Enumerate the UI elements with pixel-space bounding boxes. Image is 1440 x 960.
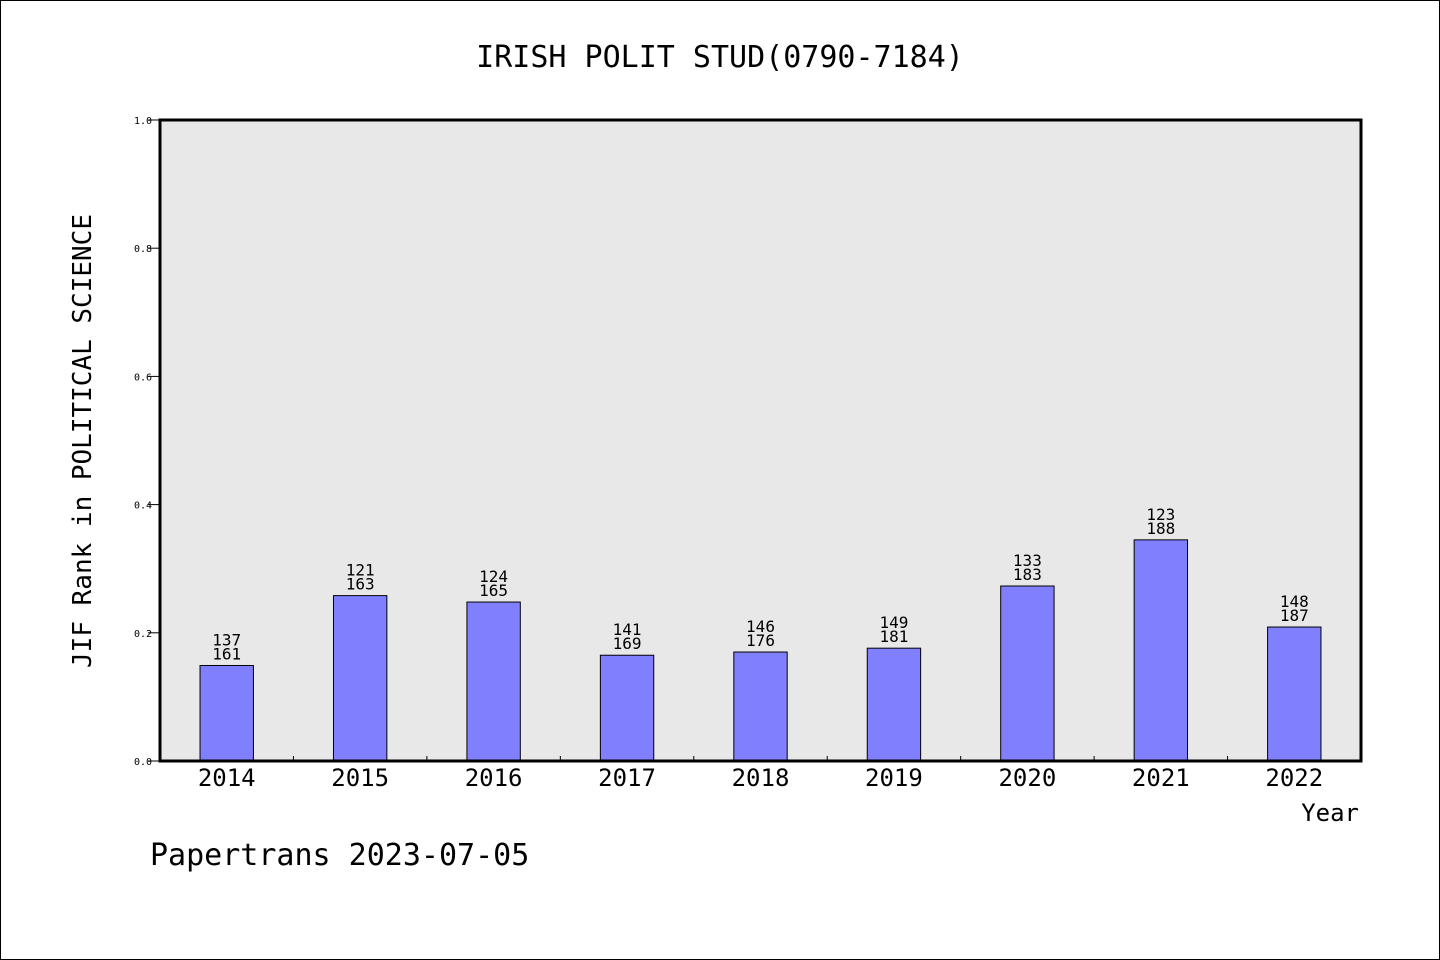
bars-group: [199, 539, 1322, 762]
y-tick-label: 1.0: [134, 116, 152, 127]
watermark-text: Papertrans 2023-07-05: [150, 838, 529, 873]
bar-2014: [199, 664, 254, 762]
bar-label-total-2015: 163: [346, 575, 375, 594]
bar-label-rank-2021: 123: [1146, 505, 1175, 524]
x-tick-label-2015: 2015: [331, 764, 389, 792]
bar-2021: [1133, 539, 1189, 762]
bar-label-total-2022: 187: [1280, 606, 1309, 625]
bar-2017: [599, 654, 655, 762]
bar-label-rank-2020: 133: [1013, 551, 1042, 570]
bar-label-total-2019: 181: [879, 627, 908, 646]
x-axis-label: Year: [1301, 799, 1359, 827]
x-tick-label-2016: 2016: [465, 764, 523, 792]
bar-label-rank-2016: 124: [479, 567, 508, 586]
y-axis: 0.0 0.2 0.4 0.6 0.8 1.0: [134, 116, 160, 768]
bar-2015: [332, 595, 388, 762]
plot-border: [158, 118, 1363, 763]
x-tick-label-2021: 2021: [1132, 764, 1190, 792]
y-axis-label: JIF Rank in POLITICAL SCIENCE: [68, 214, 98, 668]
y-tick-label: 0.0: [134, 757, 152, 768]
bar-label-rank-2017: 141: [613, 620, 642, 639]
y-tick-label: 0.8: [134, 244, 152, 255]
y-tick-label: 0.2: [134, 629, 152, 640]
bar-label-total-2018: 176: [746, 631, 775, 650]
bar-label-rank-2022: 148: [1280, 592, 1309, 611]
bar-label-total-2016: 165: [479, 581, 508, 600]
x-tick-label-2019: 2019: [865, 764, 923, 792]
x-tick-label-2020: 2020: [998, 764, 1056, 792]
bar-2016: [466, 601, 521, 762]
bar-2019: [866, 647, 922, 762]
bar-2018: [733, 651, 788, 762]
bar-label-rank-2014: 137: [212, 630, 241, 649]
bar-2020: [1000, 585, 1055, 762]
bar-label-rank-2019: 149: [879, 613, 908, 632]
y-tick-label: 0.6: [134, 372, 152, 383]
bar-label-total-2017: 169: [613, 634, 642, 653]
chart-title: IRISH POLIT STUD(0790-7184): [476, 40, 964, 75]
x-tick-label-2022: 2022: [1265, 764, 1323, 792]
x-tick-label-2018: 2018: [732, 764, 790, 792]
bar-2022: [1267, 626, 1322, 762]
bar-label-rank-2015: 121: [346, 561, 375, 580]
bar-label-total-2020: 183: [1013, 565, 1042, 584]
x-axis: 2014 2015 2016 2017 2018 2019 2020 2021 2022: [198, 756, 1323, 792]
x-tick-label-2014: 2014: [198, 764, 256, 792]
y-tick-label: 0.4: [134, 501, 152, 512]
x-tick-label-2017: 2017: [598, 764, 656, 792]
bar-label-total-2021: 188: [1146, 519, 1175, 538]
bar-label-rank-2018: 146: [746, 617, 775, 636]
bar-label-total-2014: 161: [212, 644, 241, 663]
